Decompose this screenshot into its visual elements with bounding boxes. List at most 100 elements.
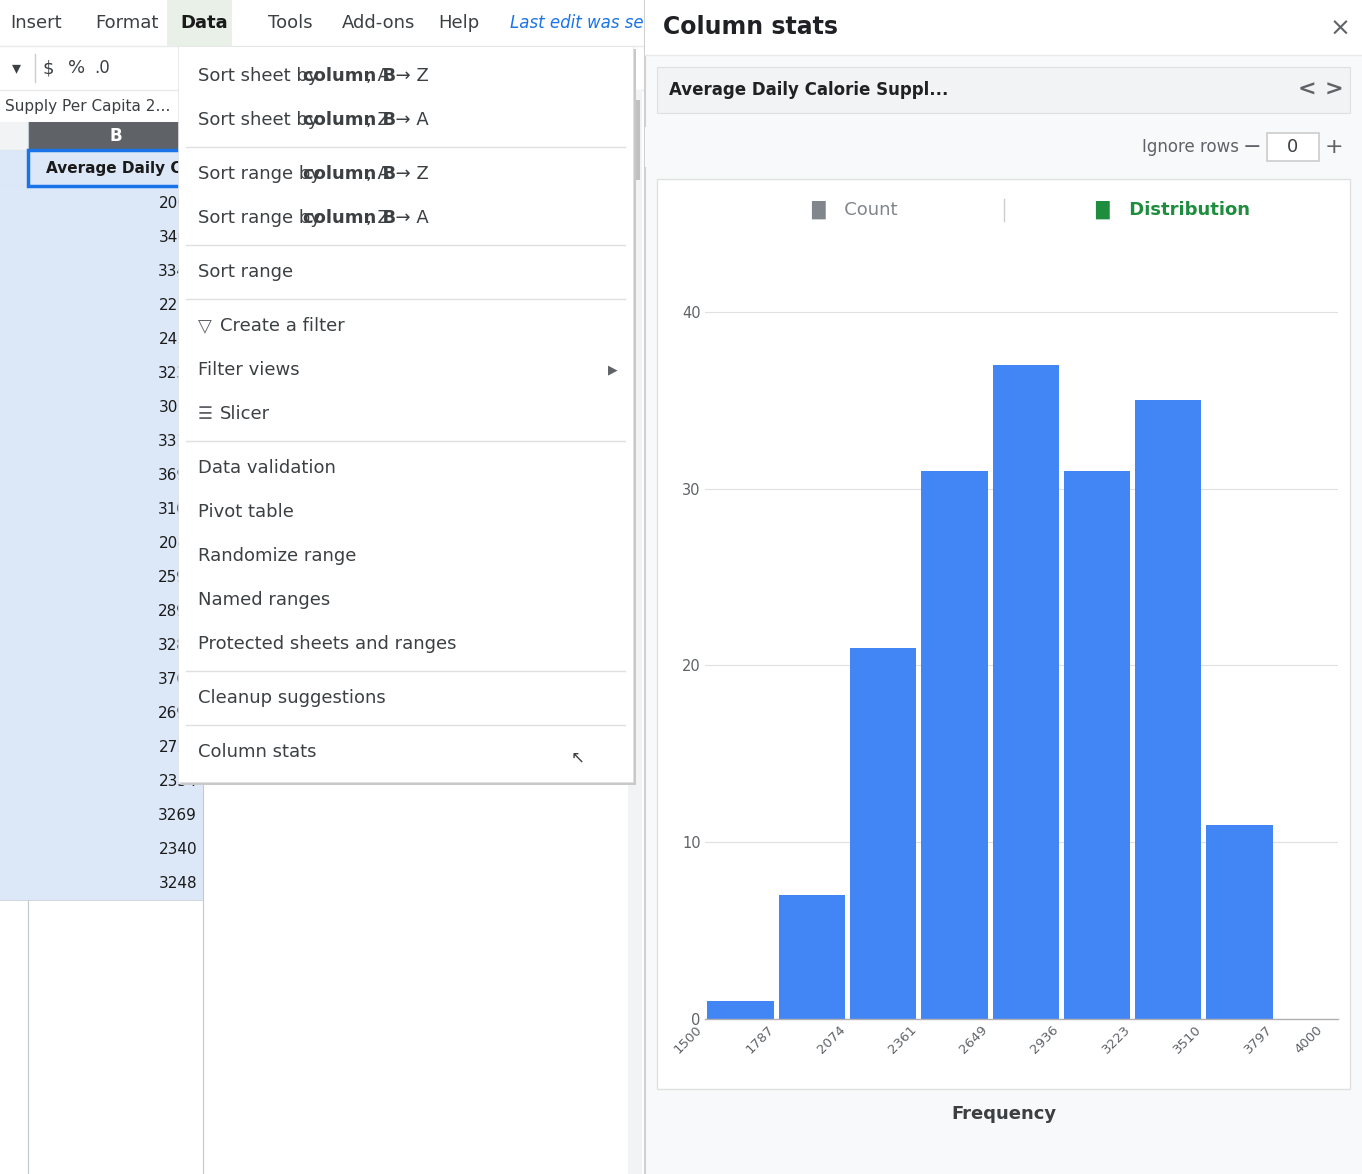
Text: 3078: 3078 xyxy=(158,399,197,414)
Bar xyxy=(0,458,29,492)
Bar xyxy=(29,696,203,730)
Bar xyxy=(0,798,29,832)
Bar xyxy=(0,150,29,185)
Text: Pivot table: Pivot table xyxy=(197,502,294,521)
Text: ▶: ▶ xyxy=(609,364,618,377)
Text: ▐▌  Distribution: ▐▌ Distribution xyxy=(1090,201,1250,220)
Text: Cleanup suggestions: Cleanup suggestions xyxy=(197,689,385,707)
Bar xyxy=(0,220,29,254)
Text: Sort range by: Sort range by xyxy=(197,209,327,227)
Bar xyxy=(0,628,29,662)
Bar xyxy=(29,730,203,764)
Text: 0: 0 xyxy=(1287,139,1298,156)
Bar xyxy=(0,122,29,150)
Text: 2896: 2896 xyxy=(158,603,197,619)
Bar xyxy=(168,0,232,46)
Bar xyxy=(29,390,203,424)
Text: 2756: 2756 xyxy=(158,740,197,755)
Text: Data: Data xyxy=(180,14,227,32)
Text: +: + xyxy=(1325,137,1343,157)
Bar xyxy=(29,662,203,696)
Bar xyxy=(29,866,203,900)
Text: Sort sheet by: Sort sheet by xyxy=(197,67,324,85)
Text: 3269: 3269 xyxy=(158,808,197,823)
Bar xyxy=(29,150,203,185)
Bar xyxy=(0,288,29,322)
Text: Randomize range: Randomize range xyxy=(197,547,357,565)
Text: <: < xyxy=(1298,80,1316,100)
Text: 3239: 3239 xyxy=(158,365,197,380)
Text: 3768: 3768 xyxy=(158,672,197,687)
Bar xyxy=(646,0,1362,55)
Text: 3248: 3248 xyxy=(158,876,197,891)
Text: Add-ons: Add-ons xyxy=(342,14,415,32)
Bar xyxy=(0,46,1362,90)
Bar xyxy=(29,288,203,322)
Bar xyxy=(646,0,1362,1174)
Text: , A → Z: , A → Z xyxy=(366,166,429,183)
Text: Column stats: Column stats xyxy=(663,15,838,40)
Text: Average Daily Calorie Suppl...: Average Daily Calorie Suppl... xyxy=(669,81,948,99)
Text: 3400: 3400 xyxy=(158,229,197,244)
Bar xyxy=(0,662,29,696)
Bar xyxy=(0,764,29,798)
Text: ▽: ▽ xyxy=(197,317,212,335)
Bar xyxy=(0,866,29,900)
Bar xyxy=(779,896,844,1019)
Bar xyxy=(707,1001,774,1019)
Text: column B: column B xyxy=(302,67,396,85)
Bar xyxy=(1064,471,1130,1019)
Bar xyxy=(656,178,1350,1089)
Text: ▐▌  Count: ▐▌ Count xyxy=(805,201,898,220)
Text: Ignore rows: Ignore rows xyxy=(1141,139,1239,156)
Bar xyxy=(0,90,640,122)
Text: 2596: 2596 xyxy=(158,569,197,585)
Bar xyxy=(628,90,642,1174)
Bar xyxy=(29,594,203,628)
Text: ↖: ↖ xyxy=(571,748,584,765)
Bar xyxy=(181,49,636,785)
Text: ▾: ▾ xyxy=(12,59,20,77)
Bar xyxy=(0,390,29,424)
Bar xyxy=(850,648,917,1019)
Bar xyxy=(29,424,203,458)
Text: ☰: ☰ xyxy=(197,405,212,423)
Text: Format: Format xyxy=(95,14,158,32)
Bar xyxy=(0,492,29,526)
Text: 2430: 2430 xyxy=(158,331,197,346)
Bar xyxy=(0,424,29,458)
Text: Frequency: Frequency xyxy=(951,1105,1056,1124)
Bar xyxy=(1207,824,1272,1019)
Text: Average Daily C…: Average Daily C… xyxy=(46,161,197,175)
Bar xyxy=(29,628,203,662)
Text: Create a filter: Create a filter xyxy=(221,317,345,335)
Text: B: B xyxy=(109,127,121,146)
Bar xyxy=(0,526,29,560)
Text: $: $ xyxy=(42,59,53,77)
Bar xyxy=(0,254,29,288)
Bar xyxy=(1267,133,1318,161)
Bar xyxy=(29,185,203,220)
Bar xyxy=(0,560,29,594)
Bar xyxy=(656,67,1350,113)
Text: >: > xyxy=(1325,80,1343,100)
Text: 2270: 2270 xyxy=(158,297,197,312)
Bar xyxy=(0,594,29,628)
Bar xyxy=(855,4,955,36)
Text: Filter views: Filter views xyxy=(197,360,300,379)
Text: Help: Help xyxy=(439,14,479,32)
Text: 2698: 2698 xyxy=(158,706,197,721)
Text: 2340: 2340 xyxy=(158,842,197,857)
Text: Named ranges: Named ranges xyxy=(197,591,330,609)
Bar xyxy=(29,322,203,356)
Text: Slicer: Slicer xyxy=(221,405,270,423)
Text: column B: column B xyxy=(302,166,396,183)
Bar xyxy=(29,150,203,185)
Text: Tools: Tools xyxy=(268,14,313,32)
Text: Share: Share xyxy=(880,13,930,27)
Bar xyxy=(646,127,1362,167)
Text: Sort sheet by: Sort sheet by xyxy=(197,112,324,129)
Text: , A → Z: , A → Z xyxy=(366,67,429,85)
Bar xyxy=(631,100,640,180)
Bar xyxy=(29,122,203,150)
